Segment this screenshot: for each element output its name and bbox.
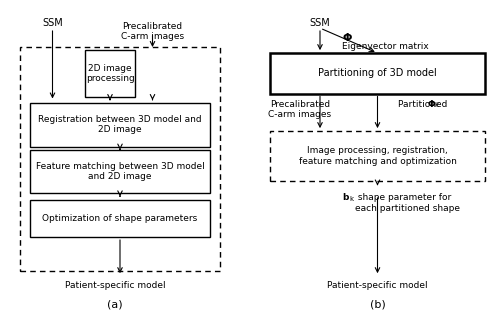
Text: Partitioned: Partitioned bbox=[398, 100, 450, 109]
Text: Optimization of shape parameters: Optimization of shape parameters bbox=[42, 214, 198, 223]
Text: Image processing, registration,
feature matching and optimization: Image processing, registration, feature … bbox=[298, 146, 456, 166]
Text: Registration between 3D model and
2D image: Registration between 3D model and 2D ima… bbox=[38, 115, 202, 134]
Text: Feature matching between 3D model
and 2D image: Feature matching between 3D model and 2D… bbox=[36, 162, 204, 181]
Text: Precalibrated
C-arm images: Precalibrated C-arm images bbox=[268, 100, 332, 119]
Bar bbox=[270, 131, 485, 181]
Bar bbox=[85, 50, 135, 97]
Text: Eigenvector matrix
from SSM: Eigenvector matrix from SSM bbox=[342, 42, 429, 61]
Text: (b): (b) bbox=[370, 299, 386, 309]
Text: shape parameter for
each partitioned shape: shape parameter for each partitioned sha… bbox=[355, 193, 460, 213]
Text: Patient-specific model: Patient-specific model bbox=[64, 281, 166, 290]
Text: Partitioning of 3D model: Partitioning of 3D model bbox=[318, 68, 437, 78]
Bar bbox=[270, 53, 485, 94]
Bar bbox=[30, 200, 210, 237]
Text: SSM: SSM bbox=[42, 18, 63, 28]
Text: 2D image
processing: 2D image processing bbox=[86, 64, 134, 83]
Text: k: k bbox=[434, 102, 438, 108]
Bar bbox=[30, 103, 210, 147]
Text: k: k bbox=[350, 196, 354, 202]
Bar bbox=[30, 150, 210, 193]
Text: Patient-specific model: Patient-specific model bbox=[327, 281, 428, 290]
Text: b: b bbox=[342, 193, 349, 202]
Text: Φ: Φ bbox=[428, 100, 435, 109]
Text: Φ: Φ bbox=[342, 33, 352, 43]
Text: SSM: SSM bbox=[310, 18, 330, 28]
Text: (a): (a) bbox=[107, 299, 123, 309]
Text: Precalibrated
C-arm images: Precalibrated C-arm images bbox=[121, 22, 184, 41]
Bar bbox=[20, 47, 220, 271]
